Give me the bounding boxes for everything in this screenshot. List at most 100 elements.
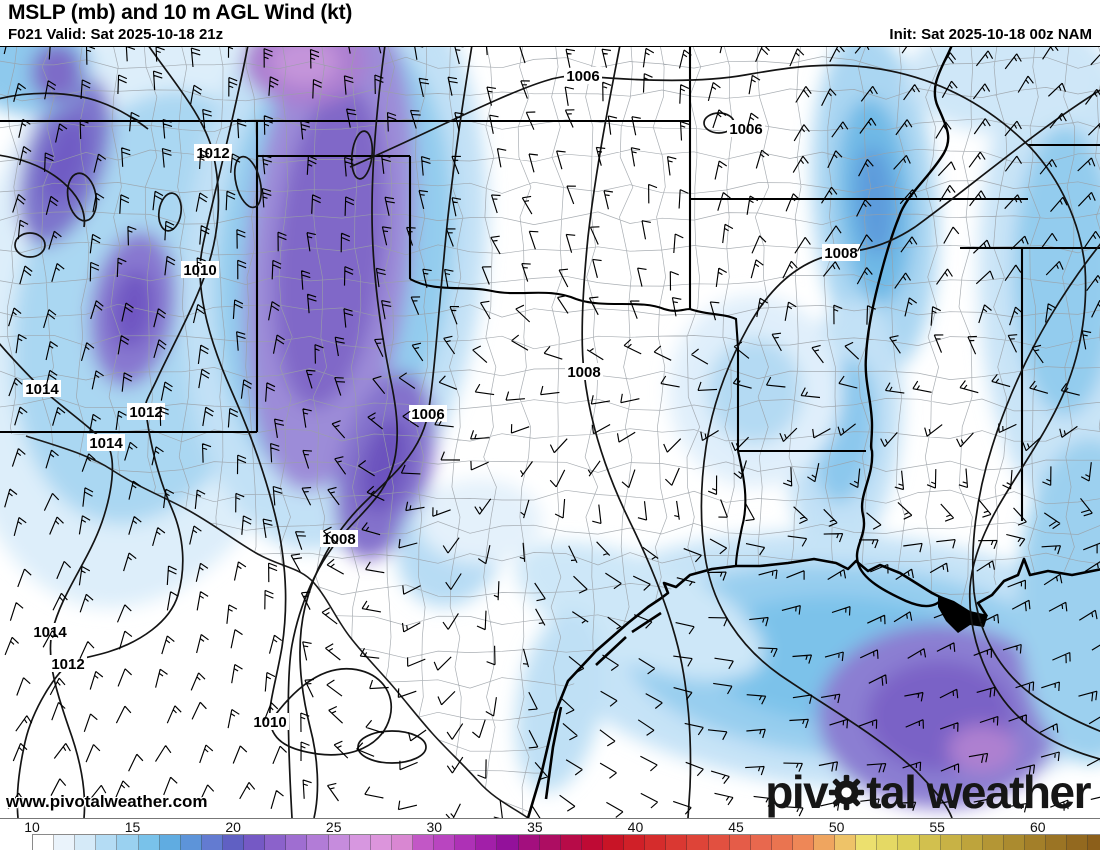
- legend-color-cell: [877, 835, 899, 850]
- isobar-label: 1014: [25, 381, 59, 398]
- legend-color-cell: [856, 835, 878, 850]
- legend-color-cell: [814, 835, 836, 850]
- legend-tick-label: 25: [325, 819, 342, 835]
- legend-color-cell: [159, 835, 181, 850]
- legend-color-cell: [265, 835, 287, 850]
- legend-color-cell: [1088, 835, 1100, 850]
- legend-color-cell: [518, 835, 540, 850]
- legend-color-cell: [961, 835, 983, 850]
- legend-color-cell: [412, 835, 435, 850]
- gear-icon: [828, 772, 865, 818]
- legend-tick-label: 35: [527, 819, 543, 835]
- legend-color-cell: [708, 835, 730, 850]
- isobar-label: 1012: [196, 145, 229, 162]
- legend-color-cell: [391, 835, 413, 850]
- legend-tick-label: 55: [929, 819, 945, 835]
- isobar-label: 1010: [253, 714, 286, 731]
- legend-color-cell: [244, 835, 266, 850]
- legend-color-cell: [180, 835, 202, 850]
- legend-color-cell: [624, 835, 646, 850]
- isobar-label: 1014: [33, 624, 67, 641]
- wind-speed-legend: 10 15 20 25 30 35 40 45 50 55 60: [0, 819, 1100, 850]
- isobar-labels: 1012 1006 1006 1010 1008 1014 1012 1014 1006 1008…: [23, 67, 860, 731]
- isobar-label: 1008: [567, 364, 600, 381]
- legend-color-cell: [96, 835, 118, 850]
- legend-tick-label: 30: [426, 819, 443, 835]
- legend-tick-label: 10: [24, 819, 40, 835]
- legend-color-cell: [75, 835, 97, 850]
- valid-time-label: F021 Valid: Sat 2025-10-18 21z: [8, 26, 224, 43]
- legend-color-cell: [835, 835, 857, 850]
- mississippi-river: [855, 47, 953, 608]
- legend-color-cell: [117, 835, 139, 850]
- pivotal-weather-logo: piv: [765, 766, 1091, 818]
- legend-color-cell: [201, 835, 223, 850]
- isobar-label: 1012: [129, 404, 162, 421]
- legend-color-cell: [476, 835, 498, 850]
- legend-color-cell: [919, 835, 941, 850]
- legend-color-cell: [940, 835, 962, 850]
- legend-color-cell: [286, 835, 308, 850]
- forecast-map: 1012 1006 1006 1010 1008 1014 1012 1014 1006 1008…: [0, 46, 1100, 820]
- legend-tick-label: 60: [1029, 819, 1046, 835]
- legend-color-cell: [1046, 835, 1068, 850]
- legend-color-cell: [982, 835, 1005, 850]
- wind-barbs: [3, 47, 1100, 818]
- legend-color-cell: [33, 835, 55, 850]
- barrier-islands: [544, 611, 662, 800]
- legend-tick-label: 40: [627, 819, 644, 835]
- logo-text-post: tal weather: [866, 766, 1091, 818]
- county-lines: [0, 47, 1100, 818]
- isobar-label: 1008: [322, 531, 355, 548]
- legend-color-cell: [666, 835, 688, 850]
- isobar-label: 1010: [183, 262, 216, 279]
- legend-color-cell: [1004, 835, 1026, 850]
- legend-color-cell: [434, 835, 456, 850]
- legend-color-cell: [138, 835, 160, 850]
- logo-text-pre: piv: [765, 766, 828, 818]
- legend-color-cell: [455, 835, 477, 850]
- map-header: MSLP (mb) and 10 m AGL Wind (kt) F021 Va…: [0, 0, 1100, 46]
- legend-color-cell: [602, 835, 625, 850]
- legend-color-cell: [328, 835, 350, 850]
- legend-tick-label: 15: [124, 819, 141, 835]
- isobar-label: 1006: [411, 406, 444, 423]
- legend-color-cell: [729, 835, 751, 850]
- watermark: www.pivotalweather.com: [6, 792, 208, 811]
- mississippi-delta: [938, 595, 988, 633]
- legend-color-cell: [1025, 835, 1047, 850]
- legend-color-cell: [1067, 835, 1089, 850]
- isobar-label: 1012: [51, 656, 84, 673]
- legend-color-cell: [54, 835, 76, 850]
- legend-color-cell: [792, 835, 815, 850]
- geography-layer: [0, 47, 1100, 818]
- legend-tick-label: 20: [225, 819, 241, 835]
- page-title: MSLP (mb) and 10 m AGL Wind (kt): [8, 1, 353, 24]
- legend-color-cell: [222, 835, 245, 850]
- wind-fill-layer: [0, 47, 1100, 808]
- isobar-label: 1006: [729, 121, 762, 138]
- legend-color-cell: [370, 835, 392, 850]
- legend-color-bar: [32, 834, 1100, 850]
- legend-tick-label: 45: [728, 819, 744, 835]
- legend-color-cell: [771, 835, 793, 850]
- legend-color-cell: [581, 835, 603, 850]
- map-canvas: 1012 1006 1006 1010 1008 1014 1012 1014 1006 1008…: [0, 47, 1100, 818]
- legend-color-cell: [539, 835, 561, 850]
- state-borders: [0, 47, 1100, 567]
- legend-color-cell: [645, 835, 667, 850]
- legend-color-cell: [898, 835, 920, 850]
- legend-color-cell: [687, 835, 709, 850]
- legend-color-cell: [560, 835, 582, 850]
- legend-tick-label: 50: [828, 819, 845, 835]
- isobar-label: 1006: [566, 68, 599, 85]
- legend-color-cell: [497, 835, 519, 850]
- legend-tick-labels: 10 15 20 25 30 35 40 45 50 55 60: [0, 819, 1100, 835]
- legend-color-cell: [307, 835, 329, 850]
- legend-color-cell: [750, 835, 772, 850]
- legend-color-cell: [349, 835, 371, 850]
- init-time-label: Init: Sat 2025-10-18 00z NAM: [889, 26, 1092, 43]
- isobar-label: 1008: [824, 245, 857, 262]
- gulf-coastline: [526, 557, 1100, 818]
